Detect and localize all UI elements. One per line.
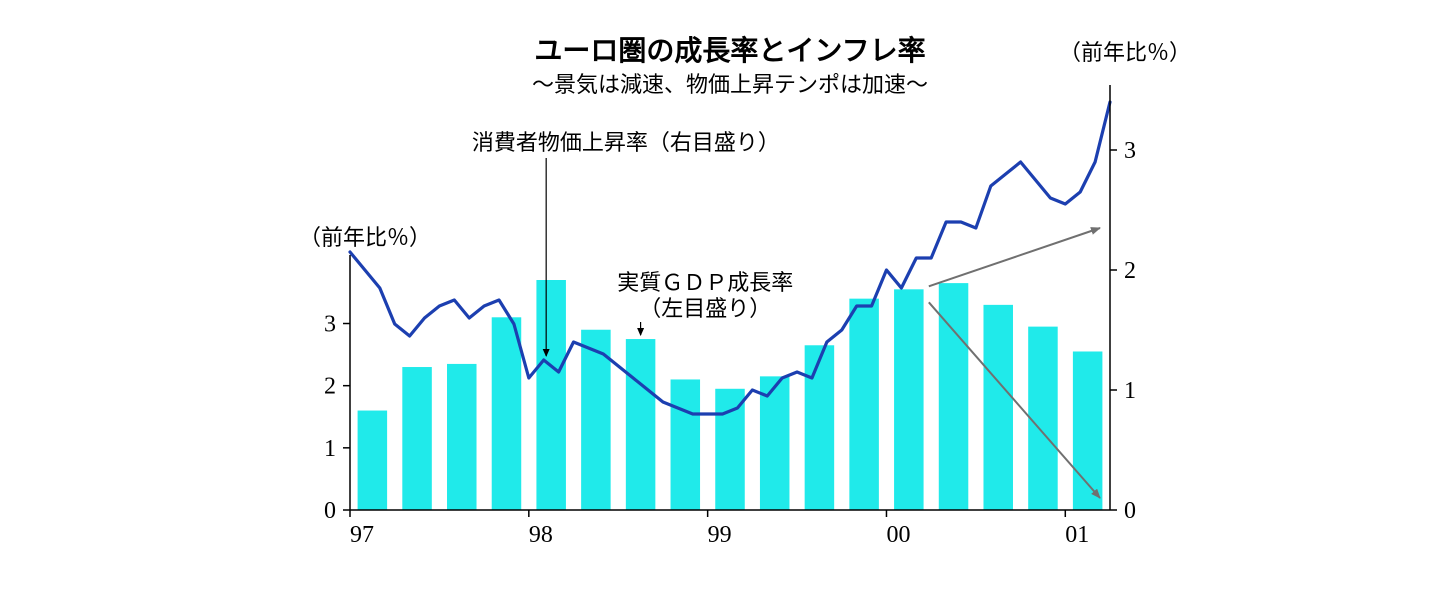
- chart-container: ユーロ圏の成長率とインフレ率 ～景気は減速、物価上昇テンポは加速～ 0123 0…: [280, 20, 1180, 580]
- bar: [1073, 351, 1103, 510]
- chart-title: ユーロ圏の成長率とインフレ率: [534, 34, 925, 67]
- x-tick-label: 00: [886, 522, 910, 548]
- bar: [492, 317, 522, 510]
- x-tick-label: 01: [1065, 522, 1089, 548]
- bar: [358, 411, 388, 510]
- chart-svg: ユーロ圏の成長率とインフレ率 ～景気は減速、物価上昇テンポは加速～ 0123 0…: [280, 20, 1180, 580]
- left-tick-label: 2: [324, 374, 336, 400]
- gdp-annotation: 実質ＧＤＰ成長率 （左目盛り）: [617, 270, 793, 335]
- x-tick-label: 97: [350, 522, 374, 548]
- bar: [805, 345, 835, 510]
- gdp-annotation-line1: 実質ＧＤＰ成長率: [617, 270, 793, 295]
- gdp-annotation-line2: （左目盛り）: [639, 296, 771, 321]
- right-tick-label: 3: [1124, 138, 1136, 164]
- chart-subtitle: ～景気は減速、物価上昇テンポは加速～: [532, 72, 928, 97]
- bar: [447, 364, 477, 510]
- left-tick-label: 1: [324, 436, 336, 462]
- left-axis-label: （前年比％）: [299, 225, 431, 250]
- x-tick-label: 99: [708, 522, 732, 548]
- right-tick-label: 0: [1124, 498, 1136, 524]
- bar: [671, 379, 701, 510]
- left-tick-label: 0: [324, 498, 336, 524]
- bar: [1028, 327, 1058, 510]
- bar: [849, 299, 879, 510]
- bar: [402, 367, 432, 510]
- x-axis: 97 98 99 00 01: [350, 510, 1110, 548]
- bar: [894, 289, 924, 510]
- right-axis: 0 1 2 3: [1110, 85, 1136, 524]
- bar: [626, 339, 656, 510]
- cpi-annotation-label: 消費者物価上昇率（右目盛り）: [472, 130, 780, 155]
- arrow-up: [929, 228, 1100, 286]
- bar: [536, 280, 566, 510]
- x-tick-label: 98: [529, 522, 553, 548]
- right-tick-label: 1: [1124, 378, 1136, 404]
- left-axis: 0 1 2 3: [324, 255, 350, 524]
- right-tick-label: 2: [1124, 258, 1136, 284]
- bar: [983, 305, 1013, 510]
- left-tick-label: 3: [324, 312, 336, 338]
- bar: [939, 283, 969, 510]
- right-axis-label: （前年比％）: [1059, 40, 1180, 65]
